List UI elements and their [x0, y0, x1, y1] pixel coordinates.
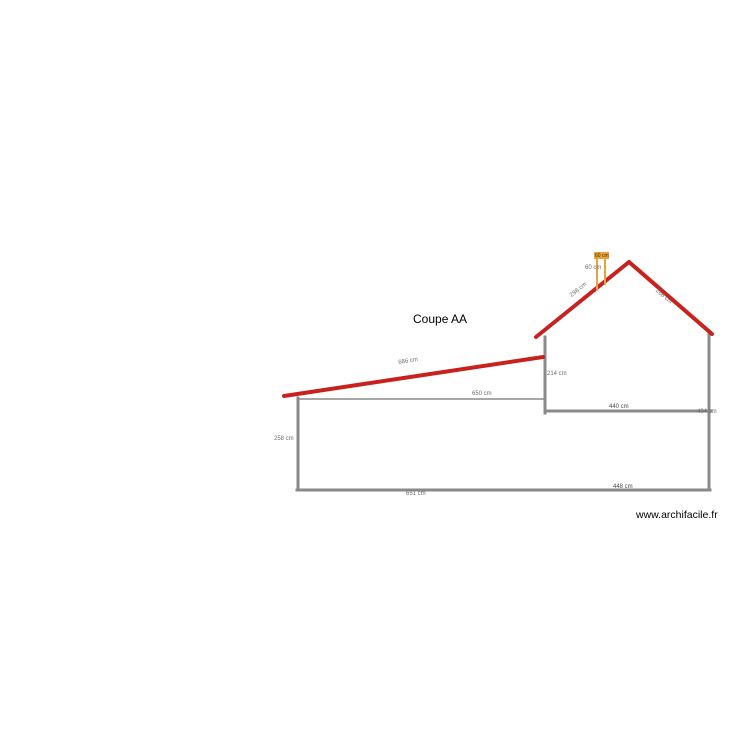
shed-roof-line — [282, 355, 545, 398]
section-title: Coupe AA — [413, 312, 468, 326]
roof-left-slope-line — [534, 260, 631, 339]
dim-right-wall-total: 404 cm — [697, 409, 717, 415]
archifacile-watermark: www.archifacile.fr — [636, 509, 718, 521]
dim-upper-floor: 650 cm — [472, 391, 492, 397]
dim-ground-right: 448 cm — [613, 484, 633, 490]
dim-chimney-height: 60 cm — [585, 265, 602, 271]
dim-right-floor: 440 cm — [609, 404, 629, 410]
chimney-cap — [594, 252, 609, 259]
dim-chimney-width: 60 cm — [595, 253, 609, 259]
dim-ground-left: 651 cm — [406, 491, 426, 497]
dim-left-wall: 258 cm — [274, 436, 294, 442]
roof-right-slope-line — [627, 260, 714, 336]
dim-right-wall-upper: 214 cm — [547, 371, 567, 377]
